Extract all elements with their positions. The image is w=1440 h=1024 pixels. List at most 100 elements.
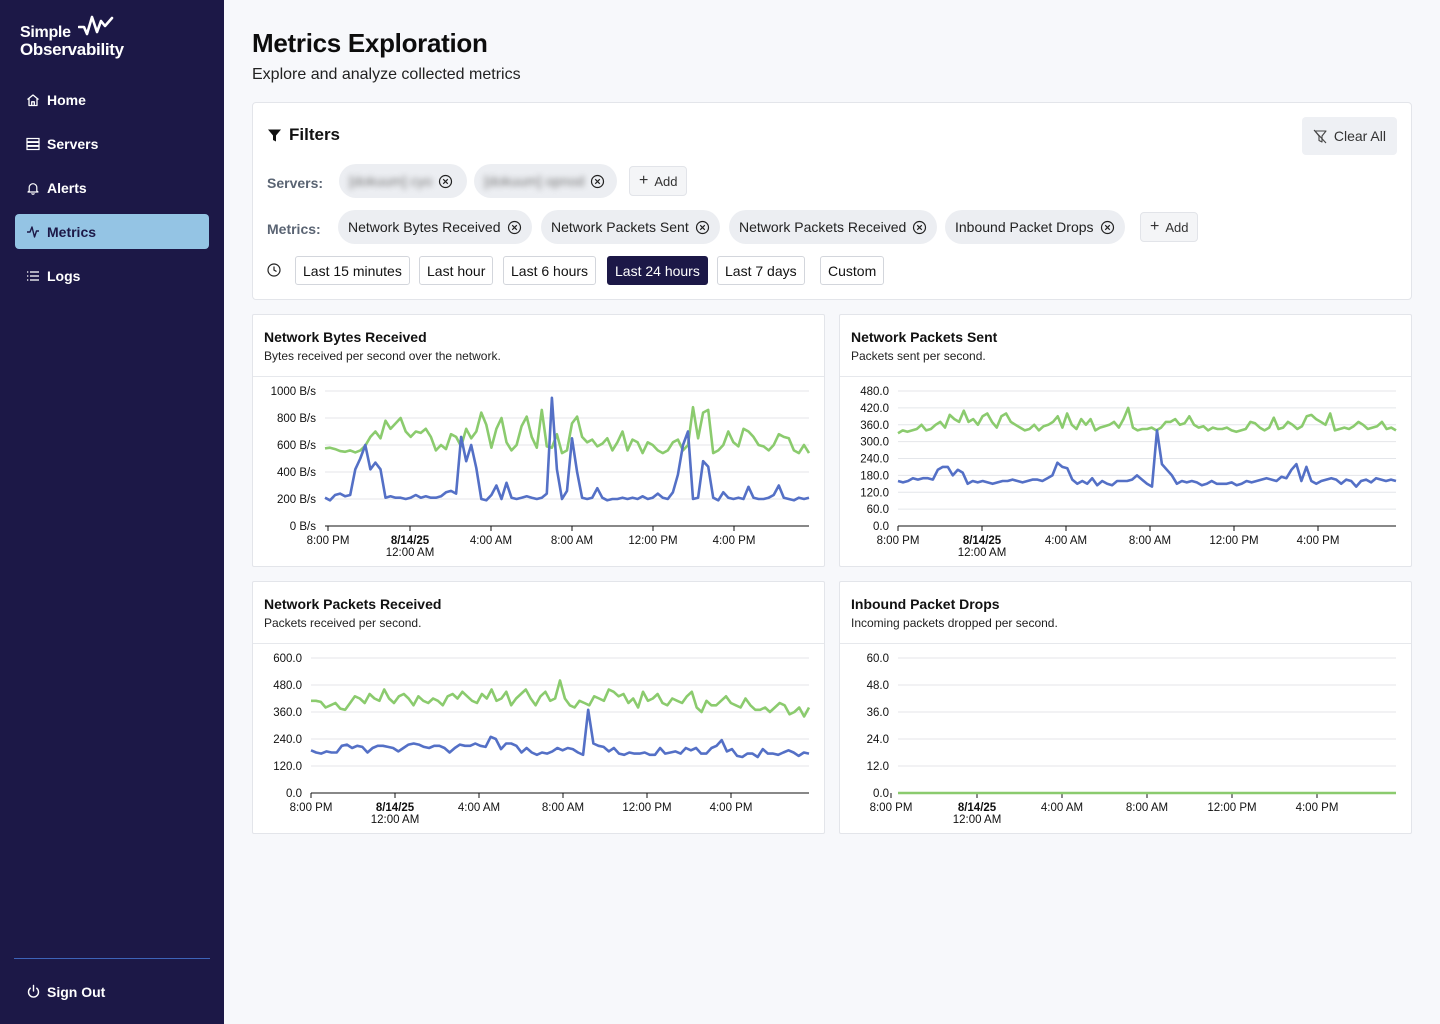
metric-chip-label: Network Packets Received <box>739 219 907 235</box>
metric-chip-label: Inbound Packet Drops <box>955 219 1094 235</box>
remove-chip-icon[interactable] <box>912 220 927 235</box>
series-line-0 <box>311 679 811 718</box>
y-tick-label: 240.0 <box>273 734 302 746</box>
server-chip-label: [dokuum] opnod <box>484 173 585 189</box>
sidebar-item-logs[interactable]: Logs <box>15 258 209 293</box>
x-tick-label: 12:00 PM <box>1209 535 1258 547</box>
chart-title: Inbound Packet Drops <box>851 596 1000 612</box>
server-chip[interactable]: [dokuum] cyo <box>339 164 467 198</box>
chart-network-packets-received[interactable]: 0.0 120.0 240.0 360.0 480.0 600.0 8:00 PM 8/14/… <box>253 644 824 833</box>
chart-title: Network Packets Sent <box>851 329 998 345</box>
x-tick-label: 12:00 PM <box>622 802 671 814</box>
x-tick-sublabel: 12:00 AM <box>371 814 420 826</box>
metric-chip[interactable]: Network Packets Sent <box>541 210 720 244</box>
y-tick-label: 24.0 <box>867 734 889 746</box>
sidebar-item-metrics[interactable]: Metrics <box>15 214 209 249</box>
time-range-custom[interactable]: Custom <box>820 256 885 285</box>
y-tick-label: 12.0 <box>867 761 889 773</box>
page-subtitle: Explore and analyze collected metrics <box>252 66 521 83</box>
add-server-button[interactable]: + Add <box>629 166 688 196</box>
time-range-7d[interactable]: Last 7 days <box>717 256 805 285</box>
y-tick-label: 360.0 <box>273 707 302 719</box>
remove-chip-icon[interactable] <box>1100 220 1115 235</box>
sidebar-item-alerts[interactable]: Alerts <box>15 170 209 205</box>
clock-icon <box>267 263 281 277</box>
chart-inbound-packet-drops[interactable]: 0.012.024.036.048.060.08:00 PM 8/14/2512:… <box>840 644 1411 833</box>
time-range-15m[interactable]: Last 15 minutes <box>295 256 410 285</box>
metric-chip[interactable]: Inbound Packet Drops <box>945 210 1125 244</box>
metric-chip-label: Network Bytes Received <box>348 219 501 235</box>
add-label: Add <box>654 173 678 189</box>
filters-heading: Filters <box>267 125 340 145</box>
remove-chip-icon[interactable] <box>695 220 710 235</box>
add-metric-button[interactable]: + Add <box>1140 212 1199 242</box>
home-icon <box>25 92 41 108</box>
x-tick-label: 8:00 AM <box>1126 802 1168 814</box>
plus-icon: + <box>639 172 649 189</box>
sidebar-item-label: Logs <box>47 267 81 284</box>
remove-chip-icon[interactable] <box>438 174 453 189</box>
logo-line2: Observability <box>20 40 124 59</box>
server-chip[interactable]: [dokuum] opnod <box>474 164 617 198</box>
page-title: Metrics Exploration <box>252 28 488 58</box>
chart-network-bytes-received[interactable]: 0 B/s 200 B/s 400 B/s 600 B/s 800 B/s 1000 B/… <box>253 377 824 566</box>
chart-card-packets-sent: Network Packets Sent Packets sent per se… <box>839 314 1412 567</box>
x-tick-label: 4:00 AM <box>470 535 512 547</box>
series-line-0 <box>897 406 1397 435</box>
clear-all-button[interactable]: Clear All <box>1301 117 1397 155</box>
time-range-6h[interactable]: Last 6 hours <box>503 256 597 285</box>
x-tick-label: 8:00 AM <box>551 535 593 547</box>
series-line-1 <box>324 396 810 502</box>
x-tick-label: 8:00 PM <box>307 535 350 547</box>
remove-chip-icon[interactable] <box>507 220 522 235</box>
y-tick-label: 0.0 <box>873 521 889 533</box>
y-tick-label: 480.0 <box>273 680 302 692</box>
power-icon <box>25 984 41 1000</box>
chart-subtitle: Packets received per second. <box>264 616 422 630</box>
sidebar-item-home[interactable]: Home <box>15 82 209 117</box>
x-tick-label: 8/14/25 <box>376 802 415 814</box>
sidebar-item-label: Alerts <box>47 179 87 196</box>
bell-icon <box>25 180 41 196</box>
plus-icon: + <box>1150 218 1160 235</box>
servers-label: Servers: <box>267 175 324 191</box>
app-logo[interactable]: Simple Observability <box>20 14 160 62</box>
y-tick-label: 0.0 <box>286 788 302 800</box>
sidebar-item-label: Metrics <box>47 223 97 240</box>
sign-out-button[interactable]: Sign Out <box>15 974 209 1009</box>
logo-pulse-icon <box>78 15 114 36</box>
sidebar-item-servers[interactable]: Servers <box>15 126 209 161</box>
y-tick-label: 180.0 <box>860 470 889 482</box>
x-tick-label: 4:00 PM <box>1297 535 1340 547</box>
time-range-1h[interactable]: Last hour <box>419 256 494 285</box>
logo-line1: Simple <box>20 24 71 41</box>
metric-chip[interactable]: Network Packets Received <box>729 210 938 244</box>
y-tick-label: 0.0 <box>873 788 889 800</box>
x-tick-label: 8/14/25 <box>958 802 997 814</box>
x-tick-sublabel: 12:00 AM <box>958 547 1007 559</box>
series-line-1 <box>310 708 810 759</box>
remove-chip-icon[interactable] <box>590 174 605 189</box>
y-tick-label: 400 B/s <box>277 467 316 479</box>
x-tick-label: 8/14/25 <box>963 535 1002 547</box>
x-tick-label: 8:00 AM <box>1129 535 1171 547</box>
series-line-0 <box>324 405 811 455</box>
time-range-24h[interactable]: Last 24 hours <box>607 256 708 285</box>
y-tick-label: 120.0 <box>273 761 302 773</box>
chart-network-packets-sent[interactable]: 0.0 60.0 120.0 180.0 240.0 300.0 360.0 420.0 480… <box>840 377 1411 566</box>
x-tick-label: 12:00 PM <box>628 535 677 547</box>
chart-card-inbound-drops: Inbound Packet Drops Incoming packets dr… <box>839 581 1412 834</box>
x-tick-label: 4:00 PM <box>1296 802 1339 814</box>
sign-out-label: Sign Out <box>47 983 106 1000</box>
x-tick-label: 4:00 PM <box>713 535 756 547</box>
chart-card-packets-received: Network Packets Received Packets receive… <box>252 581 825 834</box>
y-tick-label: 360.0 <box>860 420 889 432</box>
activity-icon <box>25 224 41 240</box>
filters-title: Filters <box>289 125 341 144</box>
x-tick-label: 4:00 AM <box>1045 535 1087 547</box>
y-tick-label: 600 B/s <box>277 440 316 452</box>
y-tick-label: 800 B/s <box>277 413 316 425</box>
metric-chip[interactable]: Network Bytes Received <box>338 210 532 244</box>
chart-title: Network Packets Received <box>264 596 442 612</box>
metrics-label: Metrics: <box>267 221 321 237</box>
